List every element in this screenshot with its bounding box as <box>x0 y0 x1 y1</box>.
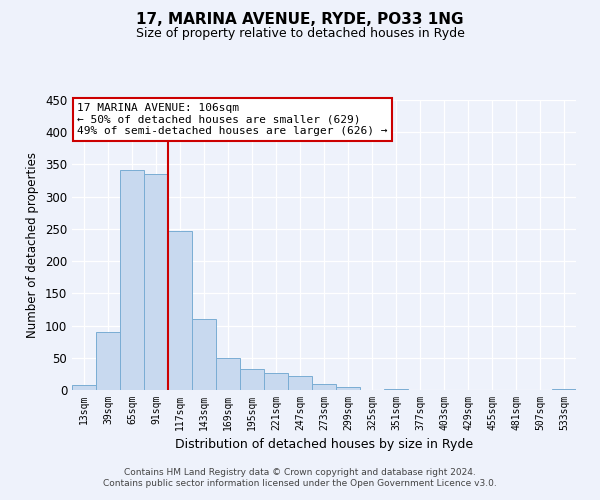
Bar <box>312 384 336 390</box>
Bar <box>168 232 192 390</box>
Bar <box>288 376 312 390</box>
Bar <box>120 170 144 390</box>
Bar <box>72 386 96 390</box>
Y-axis label: Number of detached properties: Number of detached properties <box>26 152 40 338</box>
Bar <box>240 368 264 390</box>
X-axis label: Distribution of detached houses by size in Ryde: Distribution of detached houses by size … <box>175 438 473 452</box>
Bar <box>192 319 216 390</box>
Text: Contains HM Land Registry data © Crown copyright and database right 2024.
Contai: Contains HM Land Registry data © Crown c… <box>103 468 497 487</box>
Bar <box>96 332 120 390</box>
Text: 17, MARINA AVENUE, RYDE, PO33 1NG: 17, MARINA AVENUE, RYDE, PO33 1NG <box>136 12 464 28</box>
Text: Size of property relative to detached houses in Ryde: Size of property relative to detached ho… <box>136 28 464 40</box>
Bar <box>384 388 408 390</box>
Bar <box>336 387 360 390</box>
Bar <box>216 358 240 390</box>
Bar <box>144 174 168 390</box>
Text: 17 MARINA AVENUE: 106sqm
← 50% of detached houses are smaller (629)
49% of semi-: 17 MARINA AVENUE: 106sqm ← 50% of detach… <box>77 103 388 136</box>
Bar <box>264 373 288 390</box>
